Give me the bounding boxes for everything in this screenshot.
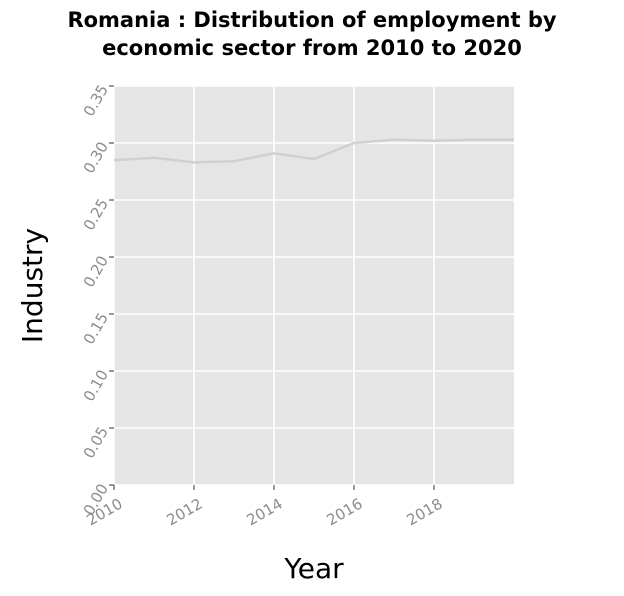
- y-tick-label: 0.30: [80, 139, 112, 177]
- y-tick-label: 0.35: [80, 82, 112, 120]
- series-layer: [113, 138, 515, 164]
- x-axis-ticks: 2010 2012 2014 2016 2018: [84, 485, 446, 529]
- y-tick-label: 0.15: [80, 310, 112, 348]
- y-tick-label: 0.10: [80, 367, 112, 405]
- chart-title-line-1: Romania : Distribution of employment by: [67, 8, 557, 32]
- plot-panel: [114, 86, 514, 485]
- y-tick-label: 0.25: [80, 196, 112, 234]
- x-axis-title: Year: [283, 552, 344, 585]
- y-gridlines: [114, 85, 514, 486]
- y-tick-label: 0.20: [80, 253, 112, 291]
- x-tick-label: 2016: [324, 495, 366, 530]
- series-line: [113, 138, 514, 164]
- y-axis-title: Industry: [16, 228, 49, 343]
- y-tick-label: 0.05: [80, 424, 112, 462]
- x-tick-label: 2018: [404, 495, 446, 530]
- chart-title: Romania : Distribution of employment by …: [0, 6, 624, 62]
- x-tick-label: 2012: [164, 495, 206, 530]
- x-tick-label: 2014: [244, 495, 286, 530]
- chart-title-line-2: economic sector from 2010 to 2020: [102, 36, 522, 60]
- x-gridlines: [113, 86, 435, 485]
- y-axis-ticks: 0.000.050.100.150.200.250.300.35: [80, 82, 114, 519]
